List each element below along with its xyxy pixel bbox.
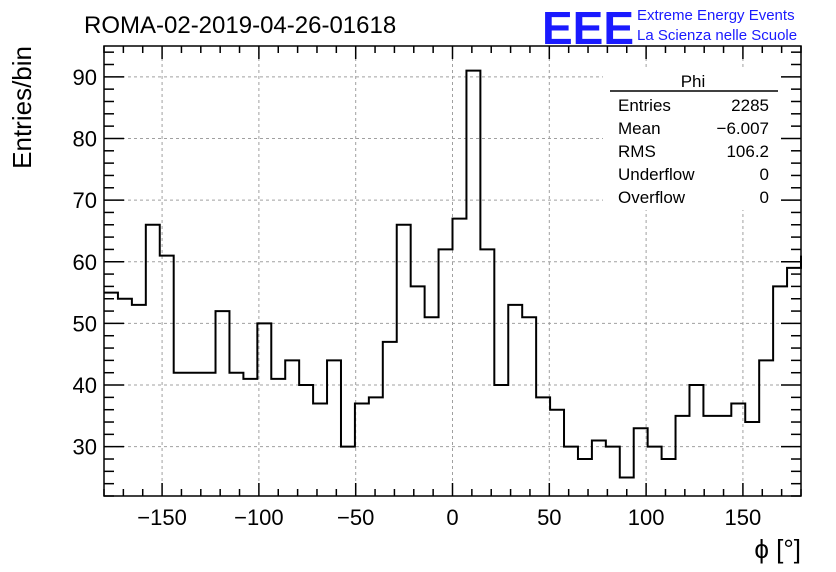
y-tick-label: 40	[73, 373, 97, 398]
axis-ticks	[103, 46, 802, 497]
stats-value: 0	[760, 165, 769, 184]
stats-label: RMS	[618, 142, 656, 161]
stats-label: Underflow	[618, 165, 695, 184]
stats-value: 0	[760, 188, 769, 207]
y-tick-label: 90	[73, 65, 97, 90]
stats-box: Phi Entries 2285 Mean −6.007 RMS 106.2 Underfl…	[603, 70, 780, 210]
x-tick-label: −50	[337, 505, 374, 530]
x-axis-label: ϕ [°]	[754, 534, 801, 564]
y-tick-label: 60	[73, 250, 97, 275]
stats-value: 2285	[731, 96, 769, 115]
logo-line-1: Extreme Energy Events	[637, 7, 795, 24]
x-tick-label: 150	[725, 505, 762, 530]
x-tick-label: −150	[137, 505, 187, 530]
y-tick-label: 80	[73, 126, 97, 151]
eee-logo: EEE Extreme Energy Events La Scienza nel…	[542, 2, 797, 54]
stats-box-background	[603, 70, 780, 210]
y-tick-label: 70	[73, 188, 97, 213]
stats-label: Entries	[618, 96, 671, 115]
y-tick-label: 30	[73, 435, 97, 460]
stats-label: Mean	[618, 119, 661, 138]
stats-rows: Entries 2285 Mean −6.007 RMS 106.2 Underflow 0 O…	[618, 96, 769, 207]
x-tick-label: 100	[628, 505, 665, 530]
y-axis-label: Entries/bin	[7, 46, 37, 169]
y-tick-label: 50	[73, 311, 97, 336]
x-tick-label: 50	[537, 505, 561, 530]
x-tick-labels: −150 −100 −50 0 50 100 150	[137, 505, 761, 530]
x-tick-label: −100	[234, 505, 284, 530]
y-tick-labels: 30 40 50 60 70 80 90	[73, 65, 97, 460]
stats-label: Overflow	[618, 188, 686, 207]
stats-title: Phi	[681, 72, 706, 91]
stats-value: −6.007	[717, 119, 769, 138]
histogram-line	[104, 69, 802, 479]
chart-title: ROMA-02-2019-04-26-01618	[84, 12, 396, 39]
x-tick-label: 0	[446, 505, 458, 530]
stats-value: 106.2	[726, 142, 769, 161]
logo-line-2: La Scienza nelle Scuole	[637, 27, 797, 44]
